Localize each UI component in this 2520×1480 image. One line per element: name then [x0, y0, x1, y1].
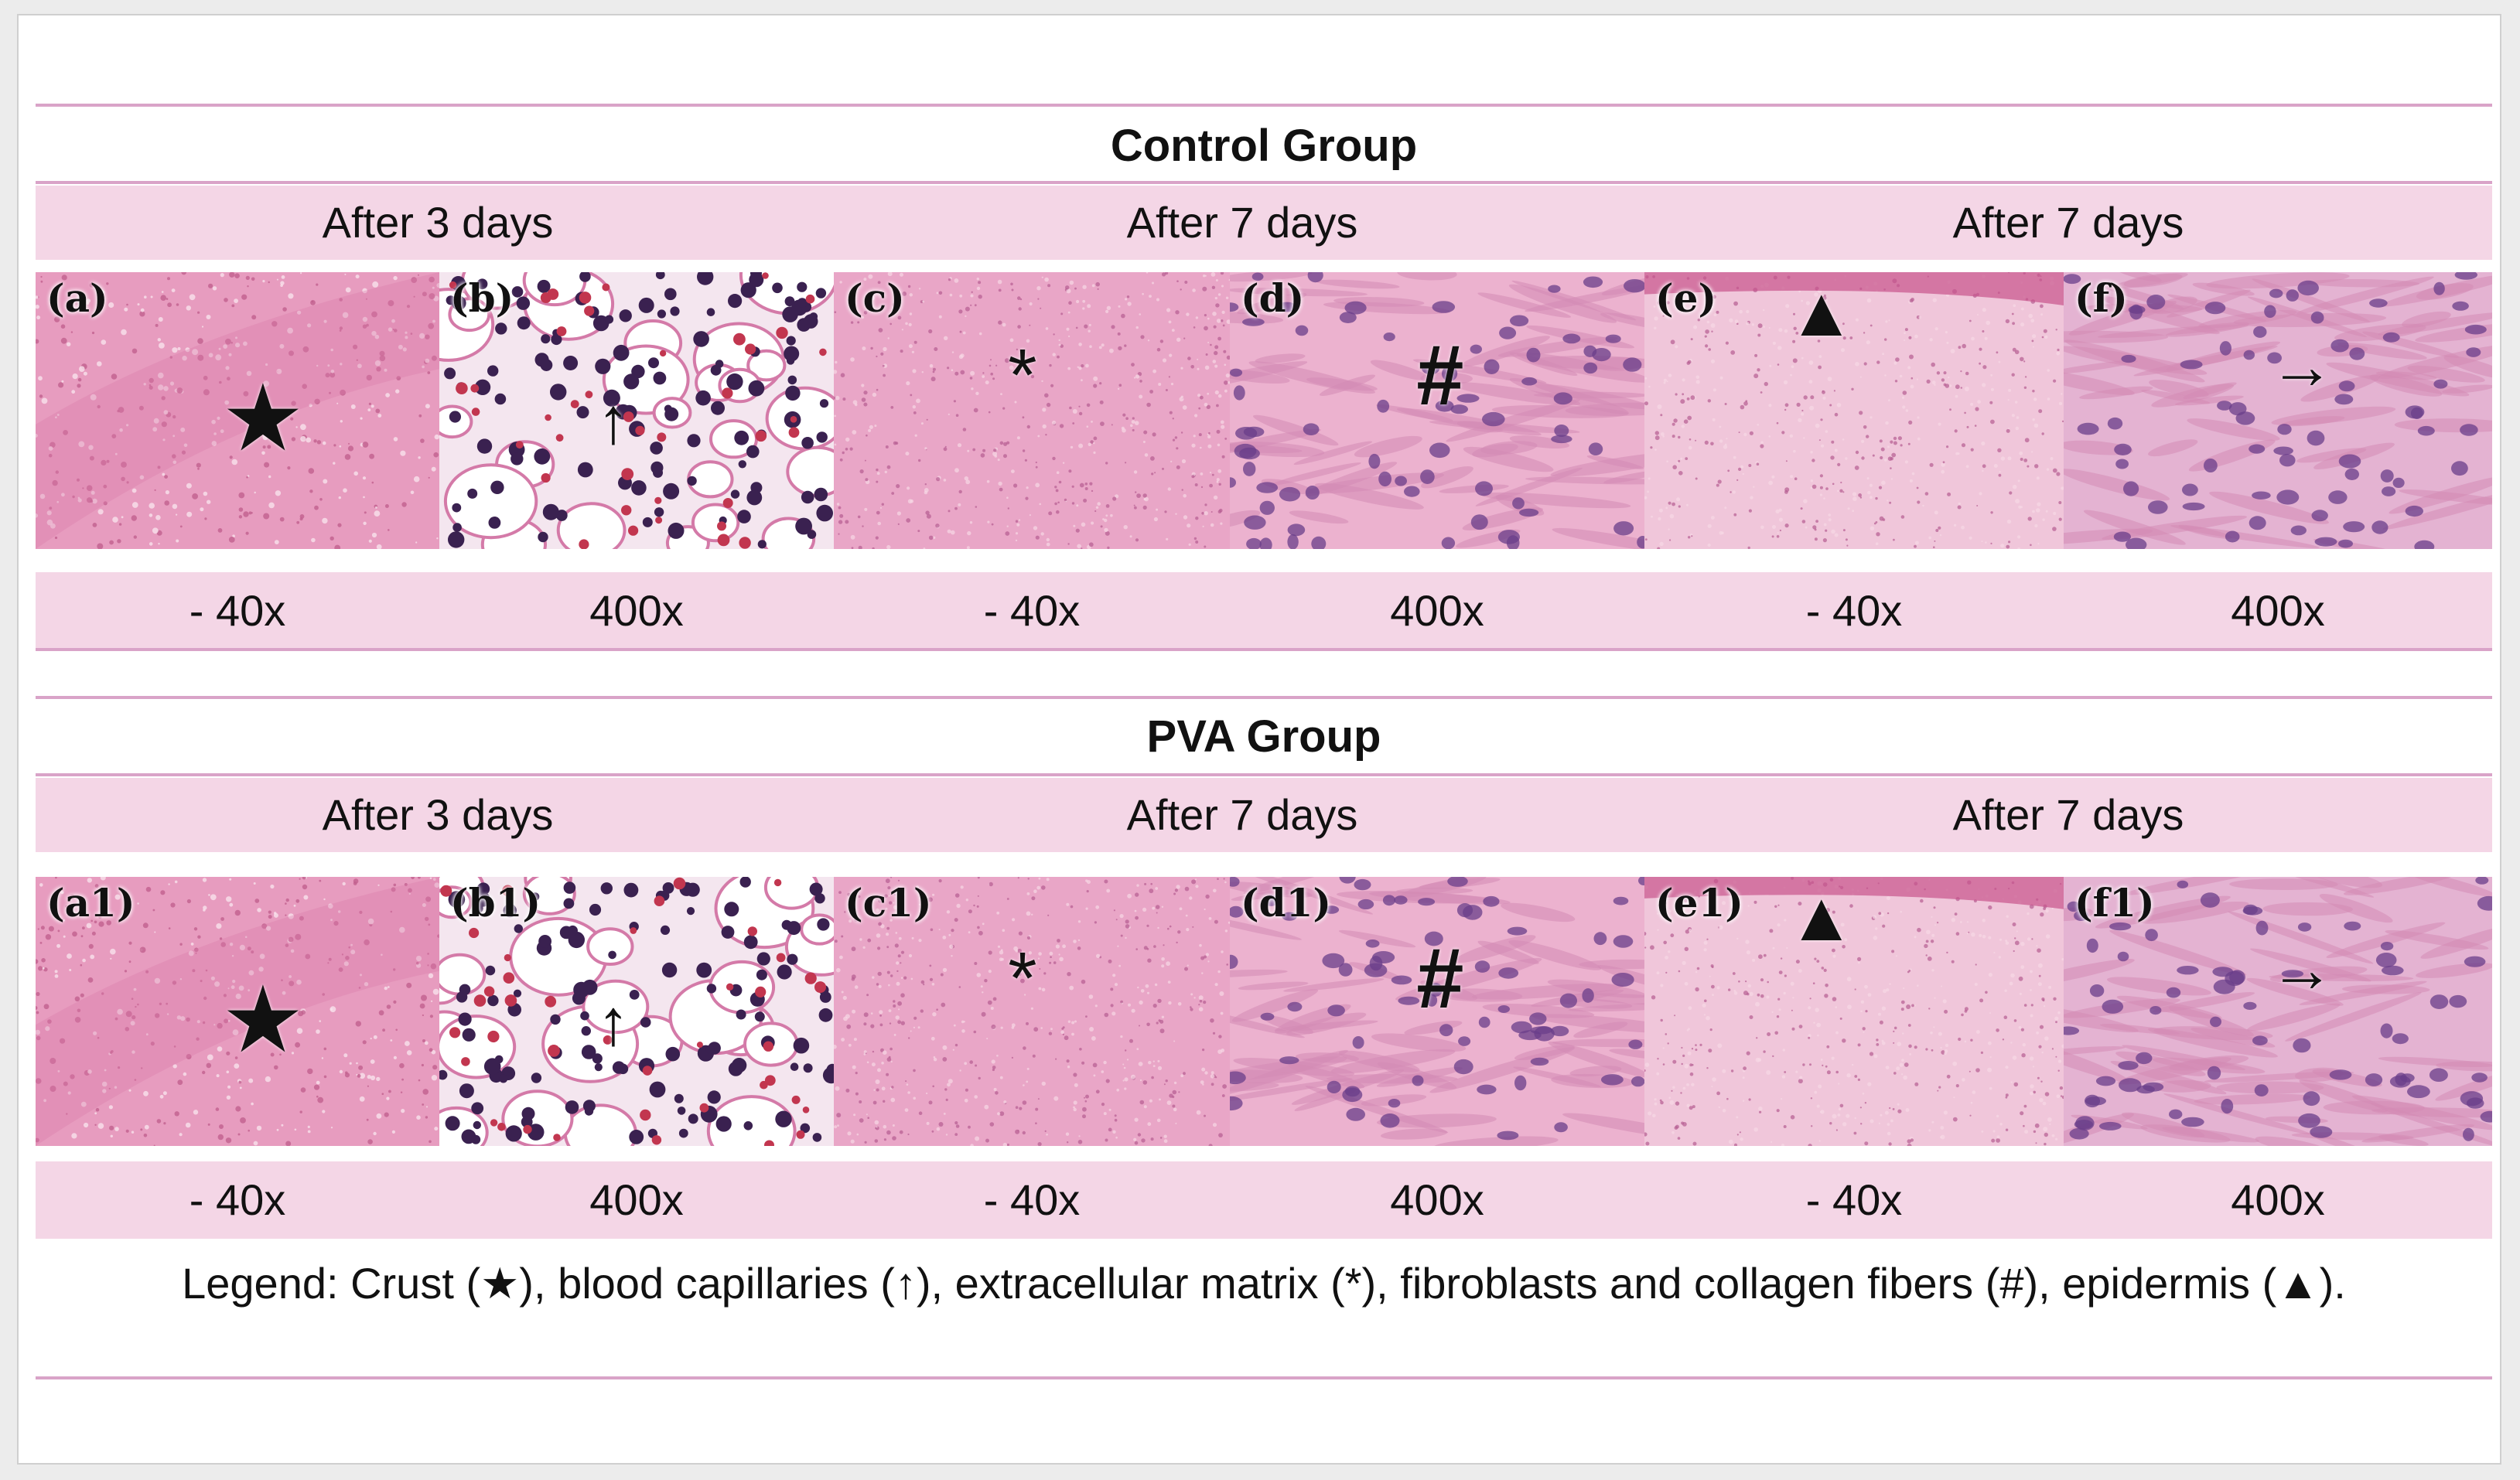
magnification-label: 400x: [589, 1175, 684, 1224]
panel-label: (f1): [2074, 880, 2155, 926]
micrograph-panel: (b) ↑: [439, 272, 834, 549]
pva-subheader-7days-a: After 7 days: [1126, 790, 1358, 839]
rule: [36, 773, 2492, 776]
rule: [36, 648, 2492, 651]
micrograph-panel: (f1) →: [2064, 877, 2492, 1146]
micrograph-image: [36, 877, 439, 1146]
micrograph-image: [1644, 877, 2064, 1146]
micrograph-image: [834, 272, 1230, 549]
panel-marker: ↑: [597, 986, 630, 1059]
panel-marker: ★: [221, 366, 305, 470]
rule: [36, 181, 2492, 184]
magnification-label: 400x: [589, 586, 684, 635]
micrograph-panel: (a1) ★: [36, 877, 439, 1146]
control-group-title: Control Group: [1110, 121, 1418, 171]
panel-marker: #: [1416, 327, 1464, 423]
panel-label: (d): [1241, 275, 1305, 321]
panel-marker: ↑: [597, 384, 630, 458]
micrograph-image: [1230, 877, 1644, 1146]
magnification-label: - 40x: [983, 586, 1081, 635]
pva-magnification-band: [36, 1161, 2492, 1239]
micrograph-panel: (e1) ▲: [1644, 877, 2064, 1146]
micrograph-image: [36, 272, 439, 549]
micrograph-panel: (c) *: [834, 272, 1230, 549]
panel-marker: *: [1008, 936, 1037, 1020]
micrograph-image: [1230, 272, 1644, 549]
legend-text: Legend: Crust (★), blood capillaries (↑)…: [182, 1259, 2346, 1308]
pva-group-title: PVA Group: [1146, 711, 1381, 762]
rule: [36, 696, 2492, 699]
control-subheader-band: [36, 186, 2492, 260]
micrograph-panel: (c1) *: [834, 877, 1230, 1146]
micrograph-image: [439, 877, 834, 1146]
micrograph-panel: (a) ★: [36, 272, 439, 549]
panel-marker: #: [1416, 930, 1464, 1026]
panel-marker: →: [2269, 932, 2334, 1005]
micrograph-panel: (f) →: [2064, 272, 2492, 549]
panel-label: (a1): [46, 880, 135, 926]
micrograph-panel: (d) #: [1230, 272, 1644, 549]
control-subheader-7days-a: After 7 days: [1126, 198, 1358, 247]
panel-label: (f): [2074, 275, 2128, 321]
magnification-label: 400x: [2231, 586, 2325, 635]
micrograph-panel: (d1) #: [1230, 877, 1644, 1146]
magnification-label: - 40x: [1805, 1175, 1903, 1224]
control-subheader-3days: After 3 days: [322, 198, 554, 247]
pva-subheader-3days: After 3 days: [322, 790, 554, 839]
panel-marker: ▲: [1787, 274, 1856, 352]
bottom-rule: [36, 1376, 2492, 1379]
micrograph-image: [2064, 877, 2492, 1146]
micrograph-image: [834, 877, 1230, 1146]
control-magnification-band: [36, 572, 2492, 650]
panel-label: (e): [1655, 275, 1717, 321]
panel-marker: →: [2269, 329, 2334, 402]
panel-label: (d1): [1241, 880, 1332, 926]
micrograph-image: [1644, 272, 2064, 549]
magnification-label: 400x: [1390, 1175, 1484, 1224]
magnification-label: - 40x: [189, 1175, 286, 1224]
panel-label: (c): [845, 275, 905, 321]
panel-label: (c1): [845, 880, 932, 926]
panel-label: (a): [46, 275, 108, 321]
magnification-label: - 40x: [189, 586, 286, 635]
control-subheader-7days-b: After 7 days: [1952, 198, 2184, 247]
panel-marker: ★: [221, 968, 305, 1072]
micrograph-image: [2064, 272, 2492, 549]
pva-subheader-band: [36, 778, 2492, 852]
panel-label: (e1): [1655, 880, 1743, 926]
micrograph-image: [439, 272, 834, 549]
panel-label: (b1): [450, 880, 541, 926]
magnification-label: - 40x: [1805, 586, 1903, 635]
micrograph-panel: (e) ▲: [1644, 272, 2064, 549]
panel-label: (b): [450, 275, 514, 321]
panel-marker: *: [1008, 333, 1037, 417]
pva-subheader-7days-b: After 7 days: [1952, 790, 2184, 839]
micrograph-panel: (b1) ↑: [439, 877, 834, 1146]
panel-marker: ▲: [1787, 878, 1856, 956]
magnification-label: 400x: [2231, 1175, 2325, 1224]
top-rule: [36, 104, 2492, 107]
magnification-label: - 40x: [983, 1175, 1081, 1224]
magnification-label: 400x: [1390, 586, 1484, 635]
